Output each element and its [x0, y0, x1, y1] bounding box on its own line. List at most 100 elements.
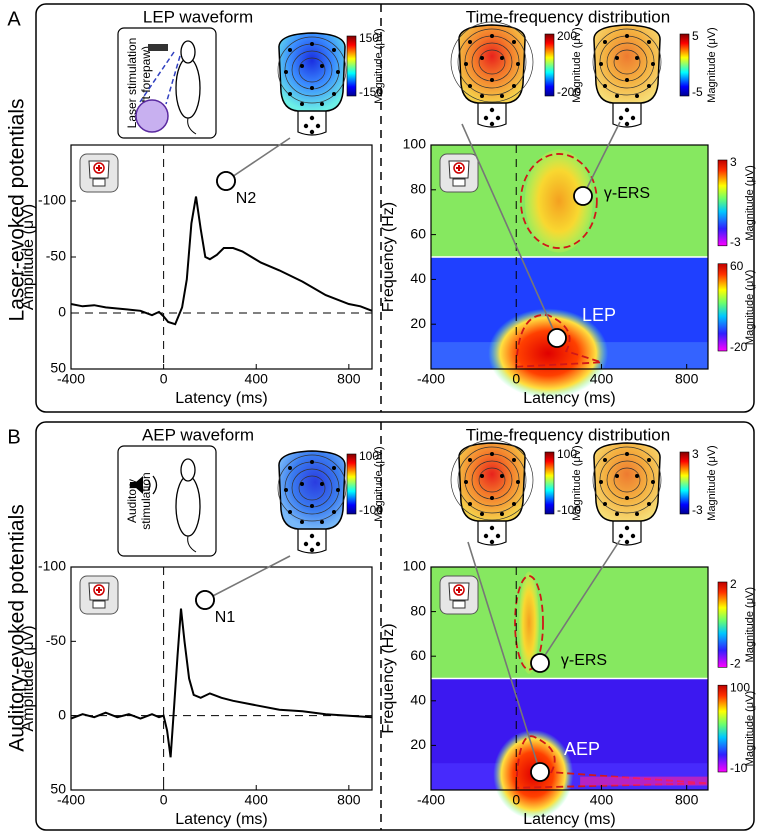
head-dot	[624, 525, 630, 531]
contour	[298, 57, 326, 83]
head-dot	[489, 525, 495, 531]
panel-title: LEP waveform	[143, 7, 253, 26]
head-dot	[303, 123, 309, 129]
electrode	[512, 84, 516, 88]
electrode	[480, 56, 484, 60]
colorbar	[679, 451, 690, 515]
topomap	[592, 24, 662, 128]
icon-base	[452, 178, 466, 187]
contour	[613, 49, 641, 75]
colorbar-label: Magnitude (μV)	[744, 270, 756, 345]
head-dot	[624, 121, 630, 127]
electrode	[288, 48, 292, 52]
panel-letter: A	[7, 8, 21, 30]
x-tick-label: 0	[512, 792, 520, 808]
colorbar	[717, 263, 728, 352]
electrode	[332, 510, 336, 514]
contour	[478, 467, 506, 493]
colorbar	[717, 159, 728, 247]
electrode	[320, 520, 324, 524]
panel-title: Time-frequency distribution	[466, 7, 670, 26]
rat-body	[175, 57, 201, 119]
x-tick-label: 0	[160, 792, 168, 808]
head-base	[297, 527, 327, 554]
contour	[613, 467, 641, 493]
electrode	[603, 40, 607, 44]
x-tick-label: 800	[337, 792, 361, 808]
electrode	[635, 474, 639, 478]
electrode	[332, 48, 336, 52]
electrode	[336, 488, 340, 492]
electrode	[500, 474, 504, 478]
colorbar-max: 60	[730, 259, 744, 273]
head-dot	[489, 107, 495, 113]
y-tick-label: 50	[50, 781, 66, 797]
head-shape	[458, 24, 526, 104]
electrode	[500, 56, 504, 60]
head-dot	[618, 533, 624, 539]
electrode	[490, 34, 494, 38]
head-dot	[624, 107, 630, 113]
electrode	[480, 512, 484, 516]
colorbar-min: -100	[359, 503, 383, 517]
pointer-line	[461, 123, 558, 339]
head-dot	[630, 115, 636, 121]
tf-evoked-outline	[515, 314, 602, 368]
colorbar	[346, 35, 357, 97]
electrode	[480, 474, 484, 478]
y-tick-label: 40	[410, 692, 426, 708]
x-tick-label: -400	[57, 371, 85, 387]
head-base	[297, 109, 327, 136]
colorbar-min: -5	[692, 85, 703, 99]
electrode	[288, 510, 292, 514]
electrode	[310, 42, 314, 46]
pointer-line	[467, 541, 541, 773]
stimulus-label: Auditory	[125, 479, 139, 523]
x-tick-label: 400	[590, 371, 614, 387]
tf-gamma-outline	[519, 153, 598, 249]
topomap	[277, 32, 347, 136]
y-tick-label: 80	[410, 181, 426, 197]
electrode	[500, 512, 504, 516]
electrode	[603, 502, 607, 506]
speaker	[130, 476, 143, 494]
x-axis-label: Latency (ms)	[523, 811, 615, 828]
electrode	[603, 458, 607, 462]
row-label: Laser-evoked potentials	[6, 99, 29, 322]
panel-title: Time-frequency distribution	[466, 425, 670, 444]
electrode	[300, 520, 304, 524]
plot-frame	[70, 566, 373, 791]
pointer-line	[582, 121, 621, 197]
colorbar-label: Magnitude (μV)	[571, 445, 583, 520]
band-label: γ-ERS	[604, 185, 650, 202]
y-tick-label: 60	[410, 647, 426, 663]
x-tick-label: -400	[57, 792, 85, 808]
head-base	[477, 101, 507, 128]
contour	[592, 28, 662, 96]
y-axis-label: Frequency (Hz)	[380, 202, 397, 312]
topomap	[450, 21, 534, 128]
electrode	[468, 84, 472, 88]
electrode	[332, 92, 336, 96]
colorbar-min: -3	[730, 235, 741, 249]
x-axis-label: Latency (ms)	[523, 390, 615, 407]
colorbar-max: 200	[557, 29, 577, 43]
contour	[298, 475, 326, 501]
rat-head	[180, 458, 196, 482]
electrode	[464, 480, 468, 484]
electrode	[300, 482, 304, 486]
head-dot	[309, 115, 315, 121]
electrode	[336, 70, 340, 74]
icon-cross-ring	[93, 584, 105, 596]
y-tick-label: 0	[58, 304, 66, 320]
y-tick-label: 20	[410, 315, 426, 331]
electrode	[647, 502, 651, 506]
electrode	[310, 460, 314, 464]
electrode	[516, 62, 520, 66]
band-label: AEP	[564, 739, 600, 759]
colorbar-min: -2	[730, 657, 741, 671]
electrode	[464, 62, 468, 66]
y-axis-label: Amplitude (μV)	[20, 204, 37, 310]
y-tick-label: 60	[410, 225, 426, 241]
